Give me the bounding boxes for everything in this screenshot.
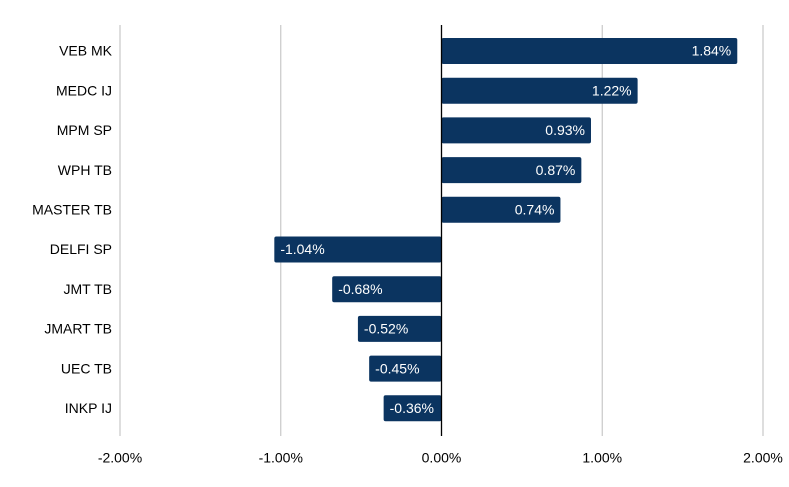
category-labels: VEB MK MEDC IJ MPM SP WPH TB MASTER TB DELFI … bbox=[32, 43, 113, 416]
category-label: MEDC IJ bbox=[56, 82, 112, 98]
category-label: VEB MK bbox=[59, 43, 113, 59]
category-label: UEC TB bbox=[61, 360, 112, 376]
x-tick-label: 2.00% bbox=[743, 450, 783, 466]
bar bbox=[441, 38, 738, 64]
data-label: 0.74% bbox=[515, 202, 555, 218]
data-label: -0.52% bbox=[364, 321, 408, 337]
data-label: -0.68% bbox=[338, 281, 382, 297]
data-label: 1.84% bbox=[692, 43, 732, 59]
x-tick-label: 0.00% bbox=[422, 450, 462, 466]
category-label: JMT TB bbox=[64, 281, 113, 297]
data-label: 1.22% bbox=[592, 82, 632, 98]
category-label: WPH TB bbox=[58, 162, 112, 178]
bar bbox=[441, 157, 582, 184]
category-label: JMART TB bbox=[44, 321, 112, 337]
bar bbox=[441, 77, 638, 104]
category-label: MPM SP bbox=[57, 122, 112, 138]
bar bbox=[357, 315, 442, 342]
category-label: MASTER TB bbox=[32, 202, 112, 218]
data-label: -1.04% bbox=[280, 241, 324, 257]
bar bbox=[332, 276, 442, 303]
x-tick-labels: -2.00% -1.00% 0.00% 1.00% 2.00% bbox=[98, 450, 783, 466]
data-label: 0.93% bbox=[545, 122, 585, 138]
category-label: INKP IJ bbox=[65, 400, 112, 416]
bar bbox=[369, 355, 442, 382]
x-tick-label: -2.00% bbox=[98, 450, 142, 466]
bar bbox=[383, 395, 442, 422]
bars: 1.84% 1.22% 0.93% 0.87% 0.74% -1.04% -0.68% -0.… bbox=[274, 38, 738, 422]
x-tick-label: 1.00% bbox=[582, 450, 622, 466]
data-label: 0.87% bbox=[536, 162, 576, 178]
category-label: DELFI SP bbox=[50, 241, 112, 257]
data-label: -0.36% bbox=[390, 400, 434, 416]
bar bbox=[441, 117, 591, 144]
bar bbox=[441, 196, 561, 223]
data-label: -0.45% bbox=[375, 360, 419, 376]
bar bbox=[274, 236, 442, 263]
x-tick-label: -1.00% bbox=[259, 450, 303, 466]
